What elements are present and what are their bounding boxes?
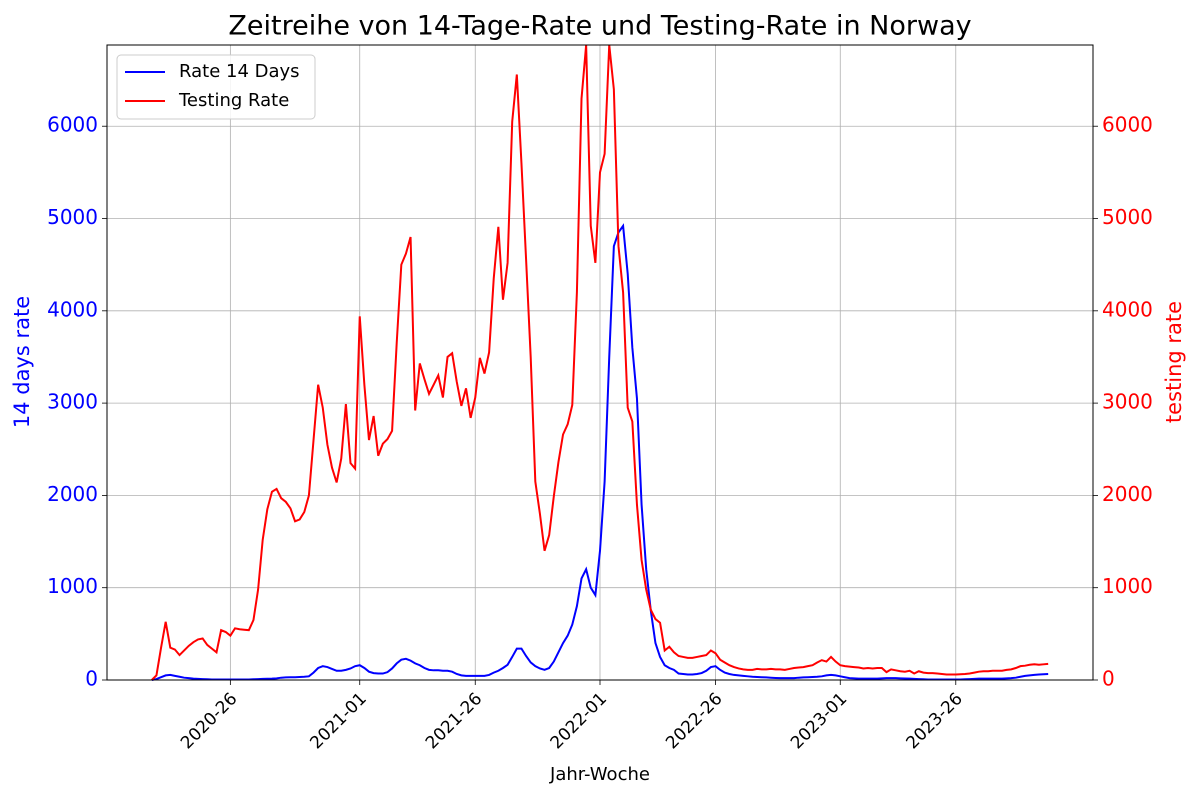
series-line — [151, 223, 1049, 681]
legend-label: Testing Rate — [178, 90, 289, 111]
y-tick-label: 6000 — [47, 113, 98, 137]
y2-tick-label: 2000 — [1102, 482, 1153, 506]
y2-tick-label: 3000 — [1102, 390, 1153, 414]
plot-frame — [106, 44, 1094, 681]
y-tick-label: 0 — [85, 667, 98, 691]
y-tick-label: 4000 — [47, 297, 98, 321]
y2-tick-label: 6000 — [1102, 113, 1153, 137]
y-axis-label: 14 days rate — [10, 296, 34, 428]
y2-tick-label: 0 — [1102, 667, 1115, 691]
y-tick-label: 1000 — [47, 574, 98, 598]
x-axis-label: Jahr-Woche — [549, 764, 650, 785]
series-line — [151, 44, 1049, 681]
y-tick-label: 3000 — [47, 390, 98, 414]
y-tick-label: 2000 — [47, 482, 98, 506]
y2-tick-label: 4000 — [1102, 297, 1153, 321]
legend-box — [116, 54, 316, 120]
y-tick-label: 5000 — [47, 205, 98, 229]
chart-title: Zeitreihe von 14-Tage-Rate und Testing-R… — [228, 11, 971, 42]
y2-axis-label: testing rate — [1162, 301, 1186, 423]
y2-tick-label: 5000 — [1102, 205, 1153, 229]
legend-label: Rate 14 Days — [179, 61, 300, 82]
y2-tick-label: 1000 — [1102, 574, 1153, 598]
